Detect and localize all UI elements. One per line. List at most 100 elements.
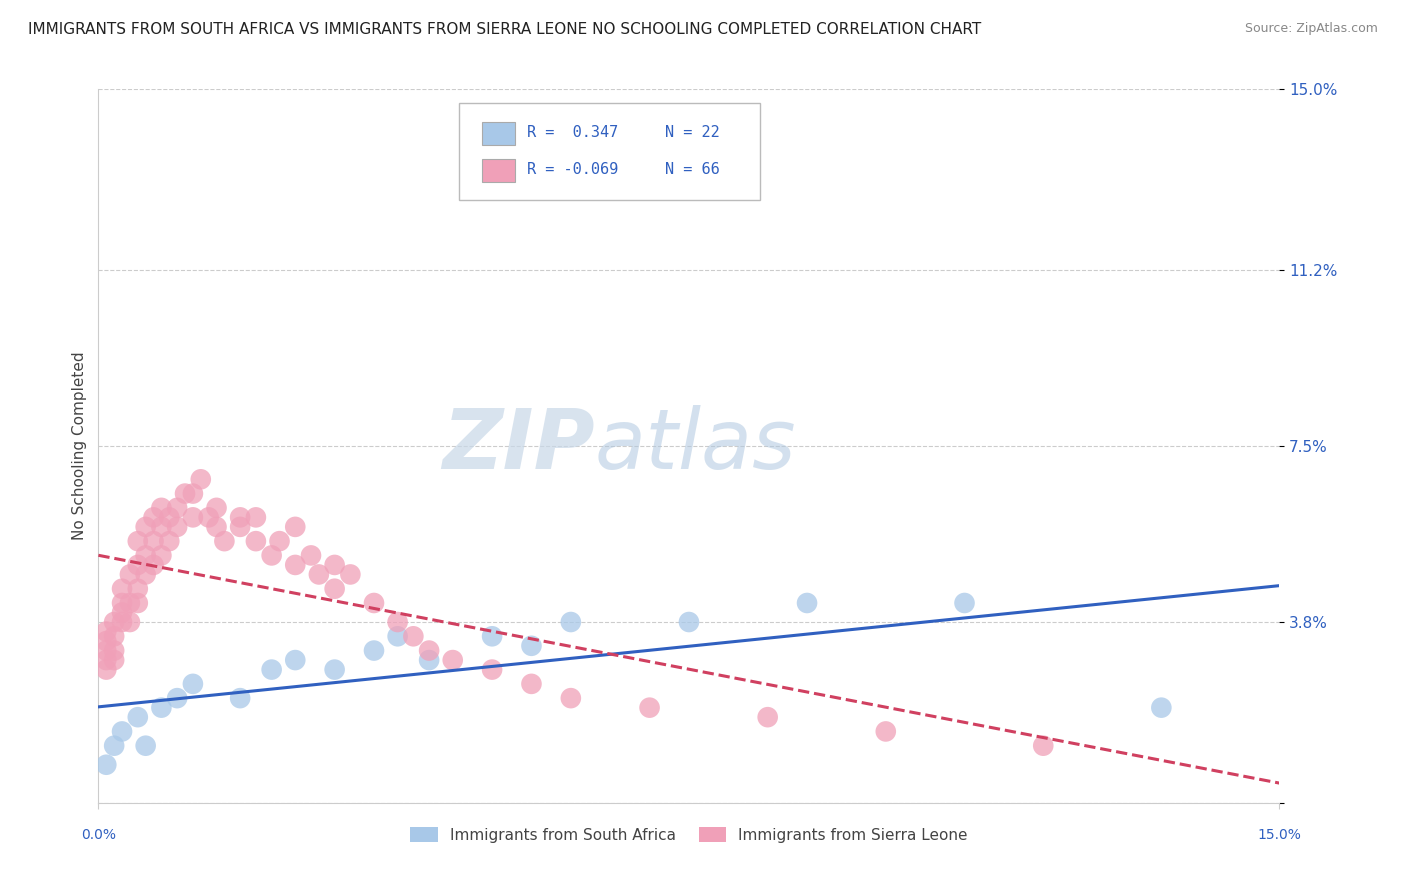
Point	[796, 596, 818, 610]
Point	[229, 510, 252, 524]
Point	[150, 520, 173, 534]
Point	[181, 486, 204, 500]
Point	[111, 615, 134, 629]
Point	[560, 615, 582, 629]
Point	[135, 567, 157, 582]
Point	[520, 677, 543, 691]
Point	[135, 739, 157, 753]
Point	[127, 710, 149, 724]
Bar	[482, 122, 516, 145]
Point	[229, 691, 252, 706]
Point	[560, 691, 582, 706]
Text: N = 22: N = 22	[665, 125, 720, 139]
Point	[284, 520, 307, 534]
Point	[174, 486, 197, 500]
Point	[166, 691, 188, 706]
Point	[441, 653, 464, 667]
Point	[520, 639, 543, 653]
Point	[260, 663, 283, 677]
Legend: Immigrants from South Africa, Immigrants from Sierra Leone: Immigrants from South Africa, Immigrants…	[404, 821, 974, 848]
Point	[323, 558, 346, 572]
Point	[157, 510, 180, 524]
Point	[323, 582, 346, 596]
Point	[142, 510, 165, 524]
Point	[953, 596, 976, 610]
Point	[269, 534, 291, 549]
Text: atlas: atlas	[595, 406, 796, 486]
Point	[103, 653, 125, 667]
Point	[387, 615, 409, 629]
Point	[118, 615, 141, 629]
Point	[150, 500, 173, 515]
Point	[875, 724, 897, 739]
Point	[245, 510, 267, 524]
Point	[157, 534, 180, 549]
Text: N = 66: N = 66	[665, 161, 720, 177]
Text: R =  0.347: R = 0.347	[527, 125, 619, 139]
Point	[111, 596, 134, 610]
Point	[481, 663, 503, 677]
Point	[96, 757, 118, 772]
Point	[299, 549, 322, 563]
Point	[308, 567, 330, 582]
Point	[135, 520, 157, 534]
Point	[166, 500, 188, 515]
Point	[205, 500, 228, 515]
Point	[418, 643, 440, 657]
Point	[229, 520, 252, 534]
Point	[142, 558, 165, 572]
Point	[111, 606, 134, 620]
Point	[135, 549, 157, 563]
Point	[127, 558, 149, 572]
Point	[96, 624, 118, 639]
Text: ZIP: ZIP	[441, 406, 595, 486]
Point	[96, 653, 118, 667]
Point	[103, 643, 125, 657]
Point	[181, 677, 204, 691]
Y-axis label: No Schooling Completed: No Schooling Completed	[72, 351, 87, 541]
FancyBboxPatch shape	[458, 103, 759, 200]
Point	[756, 710, 779, 724]
Point	[96, 663, 118, 677]
Point	[118, 596, 141, 610]
Point	[323, 663, 346, 677]
Point	[96, 634, 118, 648]
Point	[387, 629, 409, 643]
Text: R = -0.069: R = -0.069	[527, 161, 619, 177]
Text: 0.0%: 0.0%	[82, 828, 115, 842]
Point	[142, 534, 165, 549]
Point	[150, 700, 173, 714]
Point	[418, 653, 440, 667]
Point	[1150, 700, 1173, 714]
Point	[1032, 739, 1054, 753]
Point	[339, 567, 361, 582]
Point	[197, 510, 219, 524]
Point	[205, 520, 228, 534]
Point	[363, 596, 385, 610]
Bar	[482, 159, 516, 182]
Point	[284, 558, 307, 572]
Text: Source: ZipAtlas.com: Source: ZipAtlas.com	[1244, 22, 1378, 36]
Point	[678, 615, 700, 629]
Point	[214, 534, 236, 549]
Point	[363, 643, 385, 657]
Point	[190, 472, 212, 486]
Point	[402, 629, 425, 643]
Text: IMMIGRANTS FROM SOUTH AFRICA VS IMMIGRANTS FROM SIERRA LEONE NO SCHOOLING COMPLE: IMMIGRANTS FROM SOUTH AFRICA VS IMMIGRAN…	[28, 22, 981, 37]
Point	[127, 596, 149, 610]
Point	[166, 520, 188, 534]
Text: 15.0%: 15.0%	[1257, 828, 1302, 842]
Point	[638, 700, 661, 714]
Point	[481, 629, 503, 643]
Point	[118, 567, 141, 582]
Point	[150, 549, 173, 563]
Point	[127, 534, 149, 549]
Point	[111, 582, 134, 596]
Point	[284, 653, 307, 667]
Point	[260, 549, 283, 563]
Point	[181, 510, 204, 524]
Point	[103, 739, 125, 753]
Point	[96, 643, 118, 657]
Point	[103, 615, 125, 629]
Point	[103, 629, 125, 643]
